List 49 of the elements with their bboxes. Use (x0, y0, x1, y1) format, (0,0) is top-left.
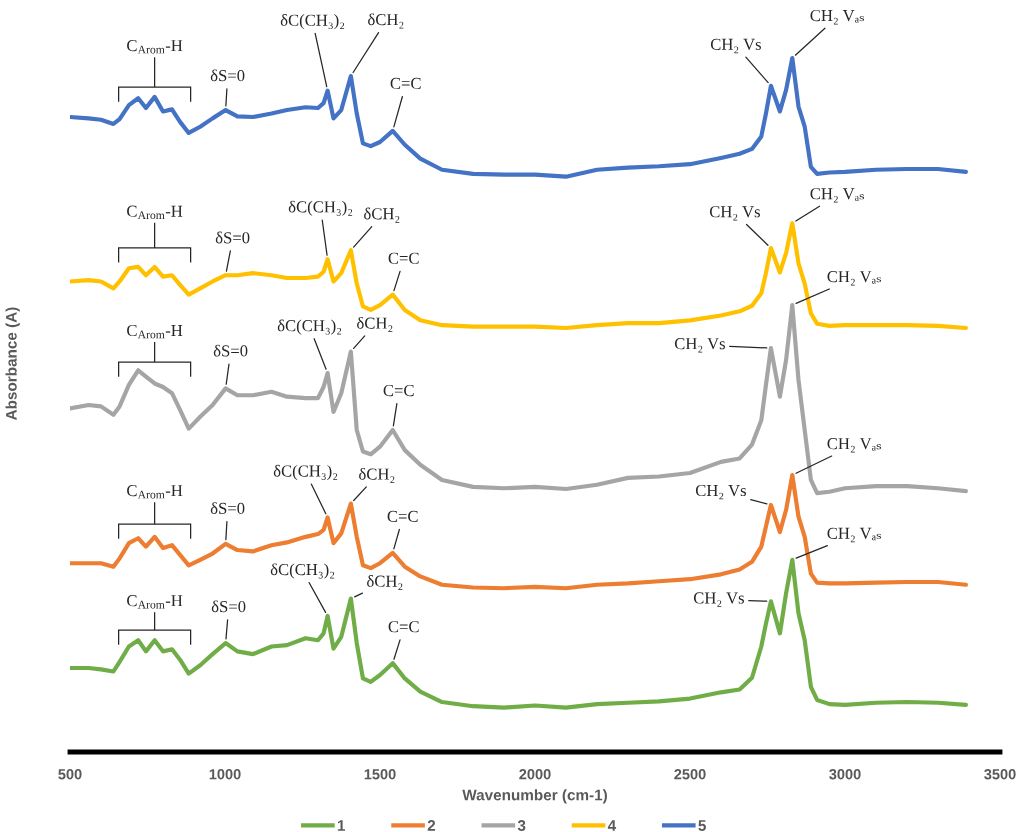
x-tick-label: 1000 (209, 769, 241, 780)
annotation: δS=0 (211, 600, 246, 613)
annotation: δCH₂ (368, 13, 404, 29)
x-tick-label: 2000 (519, 769, 551, 780)
x-tick-label: 1500 (364, 769, 396, 780)
annotation: C=C (388, 621, 419, 633)
annotation: CH₂ Vs (710, 38, 761, 54)
y-axis-title: Absorbance (A) (5, 307, 20, 421)
annotation: δCH₂ (357, 316, 393, 332)
x-tick-label: 2500 (674, 769, 706, 780)
annotation: δC(CH₃)₂ (280, 14, 345, 30)
annotation: δCH₂ (364, 207, 400, 223)
text: C$_{Arom}$-H (127, 40, 183, 54)
annotation: CH₂ Vs (709, 206, 760, 221)
legend-label: 1 (337, 820, 346, 831)
annotation: δC(CH₃)₂ (270, 563, 335, 579)
annotation: δC(CH₃)₂ (288, 200, 353, 216)
annotation: δS=0 (215, 231, 250, 244)
annotation: CH₂ Vs (693, 592, 744, 607)
annotation: δC(CH₃)₂ (273, 464, 338, 481)
annotation: δCH₂ (359, 467, 395, 483)
x-tick-label: 3000 (829, 769, 861, 780)
annotation: C$_{Arom}$-H (127, 205, 183, 220)
legend-label: 3 (517, 820, 526, 831)
x-axis-title: Wavenumber (cm-1) (462, 789, 607, 804)
annotation: δS=0 (210, 69, 245, 82)
annotation: CH₂ Vₐₛ (810, 9, 865, 25)
legend-label: 4 (607, 820, 617, 831)
annotation: C$_{Arom}$-H (127, 595, 183, 609)
annotation: C=C (383, 384, 414, 397)
annotation: CH₂ Vₐₛ (827, 438, 882, 453)
annotation: C$_{Arom}$-H (127, 485, 183, 499)
annotation: CH₂ Vs (695, 484, 746, 500)
x-tick-label: 500 (58, 769, 82, 780)
annotation: δS=0 (213, 344, 248, 357)
annotation: CH₂ Vₐₛ (827, 527, 882, 543)
legend-label: 5 (698, 820, 706, 831)
annotation: δCH₂ (367, 574, 403, 591)
annotation: δS=0 (210, 502, 245, 514)
annotation: C=C (387, 510, 418, 522)
annotation: CH₂ Vₐₛ (827, 271, 882, 286)
annotation: CH₂ Vs (674, 338, 725, 353)
annotation: δC(CH₃)₂ (277, 319, 342, 335)
legend-label: 2 (427, 820, 436, 831)
annotation: C=C (388, 252, 419, 264)
annotation: CH₂ Vₐₛ (810, 188, 865, 203)
x-tick-label: 3500 (984, 769, 1016, 780)
annotation: C=C (390, 77, 421, 90)
annotation: C$_{Arom}$-H (127, 324, 183, 339)
